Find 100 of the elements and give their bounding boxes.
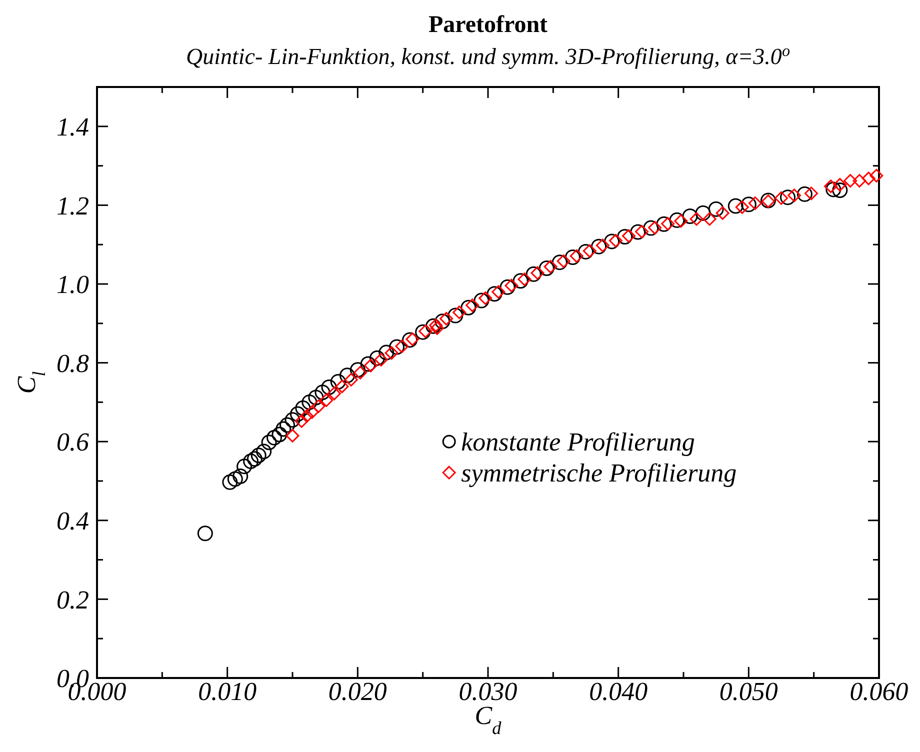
point xyxy=(339,368,355,384)
point xyxy=(530,266,544,280)
point xyxy=(369,350,385,366)
point xyxy=(682,208,698,224)
point xyxy=(556,254,570,268)
point xyxy=(648,220,662,234)
point xyxy=(290,406,306,422)
point xyxy=(690,212,704,226)
point xyxy=(460,300,476,316)
chart-title: Paretofront xyxy=(428,12,548,38)
point xyxy=(378,344,394,360)
point xyxy=(870,168,884,182)
point xyxy=(360,356,376,372)
point xyxy=(314,384,330,400)
point xyxy=(796,186,812,202)
y-tick-label: 1.0 xyxy=(56,270,89,300)
y-tick-label: 1.4 xyxy=(56,112,89,142)
point xyxy=(512,273,528,289)
point xyxy=(312,399,326,413)
point xyxy=(246,451,262,467)
point xyxy=(500,279,516,295)
point xyxy=(544,260,558,274)
point xyxy=(716,206,730,220)
point xyxy=(526,266,542,282)
point xyxy=(708,201,724,217)
point xyxy=(256,444,272,460)
point xyxy=(344,372,358,386)
point xyxy=(504,278,518,292)
y-tick-label: 1.2 xyxy=(56,191,89,220)
point xyxy=(735,200,749,214)
x-tick-label: 0.060 xyxy=(850,677,908,706)
point xyxy=(294,414,308,428)
point xyxy=(832,182,848,198)
point xyxy=(474,292,490,308)
point xyxy=(295,400,311,416)
point xyxy=(243,454,259,470)
point xyxy=(402,332,418,348)
point xyxy=(804,186,818,200)
point xyxy=(305,405,319,419)
point xyxy=(330,374,346,390)
point xyxy=(364,358,378,372)
point xyxy=(418,324,432,338)
point xyxy=(656,216,672,232)
point xyxy=(227,471,243,487)
point xyxy=(702,212,716,226)
point xyxy=(452,306,466,320)
point xyxy=(280,417,296,433)
point xyxy=(272,426,288,442)
point xyxy=(434,314,450,330)
point xyxy=(286,428,300,442)
x-tick-label: 0.010 xyxy=(198,677,257,706)
point xyxy=(197,526,213,542)
chart-subtitle: Quintic- Lin-Funktion, konst. und symm. 3D-Profilierung, α=3.0$^{o}$ xyxy=(186,42,790,69)
point xyxy=(564,249,580,265)
point xyxy=(308,390,324,406)
point xyxy=(591,238,607,254)
point xyxy=(833,178,847,192)
point xyxy=(788,188,802,202)
point xyxy=(395,340,409,353)
point xyxy=(302,394,318,410)
legend-label: symmetrische Profilierung xyxy=(461,458,737,488)
point xyxy=(350,362,366,378)
point xyxy=(582,244,596,258)
point xyxy=(320,393,334,407)
point xyxy=(608,234,622,248)
point xyxy=(635,224,649,238)
point xyxy=(232,468,248,484)
y-tick-label: 0.4 xyxy=(56,506,89,536)
point xyxy=(478,291,492,305)
point xyxy=(740,196,756,212)
point xyxy=(824,180,838,194)
point xyxy=(354,366,368,380)
point xyxy=(518,272,532,286)
point xyxy=(844,174,858,188)
x-tick-label: 0.050 xyxy=(719,677,778,706)
y-tick-label: 0.6 xyxy=(56,428,89,457)
point xyxy=(695,205,711,221)
point xyxy=(826,182,842,198)
point xyxy=(335,380,349,394)
point xyxy=(538,260,554,276)
point xyxy=(862,172,876,186)
point xyxy=(276,421,292,437)
point xyxy=(321,379,337,395)
point xyxy=(236,458,252,474)
point xyxy=(552,254,568,270)
point xyxy=(630,224,646,240)
point xyxy=(384,346,398,360)
point xyxy=(596,238,610,252)
point xyxy=(852,174,866,188)
point xyxy=(415,324,431,340)
point xyxy=(604,234,620,250)
point xyxy=(669,212,685,228)
point xyxy=(284,412,300,428)
x-tick-label: 0.040 xyxy=(589,677,648,706)
point xyxy=(406,332,420,346)
y-tick-label: 0.8 xyxy=(56,348,89,378)
point xyxy=(748,196,762,210)
point xyxy=(674,214,688,228)
point xyxy=(250,448,266,464)
point xyxy=(622,229,636,243)
